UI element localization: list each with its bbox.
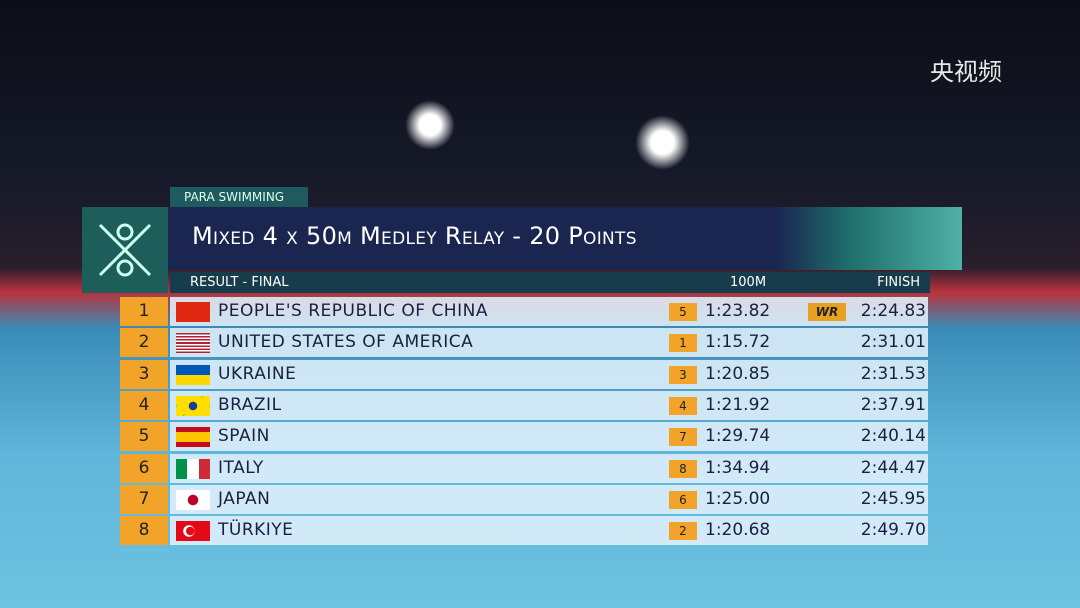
finish-time: 2:40.14	[860, 426, 926, 447]
country-name: BRAZIL	[218, 394, 282, 415]
split-rank: 2	[669, 522, 697, 541]
column-header: 100M	[730, 275, 767, 290]
country-name: JAPAN	[218, 488, 271, 509]
row-band	[170, 328, 928, 358]
split-time: 1:15.72	[705, 332, 771, 353]
country-flag	[176, 333, 210, 354]
result-row: 6 ITALY 8 1:34.94 2:44.47	[120, 453, 930, 483]
country-flag	[176, 458, 210, 479]
row-band	[170, 453, 928, 483]
country-name: UNITED STATES OF AMERICA	[218, 332, 474, 353]
split-rank: 6	[669, 490, 697, 509]
finish-time: 2:24.83	[860, 301, 926, 321]
row-band	[170, 390, 928, 420]
category-tab: PARA SWIMMING	[170, 187, 308, 207]
stadium-light	[635, 115, 690, 170]
event-title: Mixed 4 x 50m Medley Relay - 20 Points	[192, 222, 637, 250]
finish-time: 2:49.70	[860, 520, 926, 541]
country-name: SPAIN	[218, 426, 270, 447]
result-label: RESULT - FINAL	[190, 275, 289, 290]
row-band	[170, 422, 928, 452]
rank: 6	[120, 453, 168, 483]
rank: 3	[120, 359, 168, 389]
country-flag	[176, 427, 210, 448]
country-name: TÜRKIYE	[218, 520, 294, 541]
split-time: 1:20.68	[705, 520, 771, 541]
country-flag	[176, 489, 210, 510]
split-time: 1:25.00	[705, 488, 771, 509]
subheader: RESULT - FINAL 100M FINISH	[170, 272, 930, 293]
row-band	[170, 516, 928, 546]
finish-time: 2:31.53	[860, 363, 926, 384]
watermark: 央视频	[930, 58, 1002, 86]
rank: 4	[120, 390, 168, 420]
split-rank: 4	[669, 396, 697, 415]
stadium-light	[405, 100, 455, 150]
split-rank: 1	[669, 334, 697, 353]
row-band	[170, 297, 928, 326]
result-row: 5 SPAIN 7 1:29.74 2:40.14	[120, 422, 930, 452]
finish-time: 2:31.01	[860, 332, 926, 353]
sport-logo	[82, 207, 168, 293]
finish-time: 2:44.47	[860, 457, 926, 478]
split-time: 1:29.74	[705, 426, 771, 447]
split-time: 1:34.94	[705, 457, 771, 478]
rank: 5	[120, 422, 168, 452]
country-name: ITALY	[218, 457, 264, 478]
record-badge: WR	[808, 303, 846, 321]
rank: 2	[120, 328, 168, 358]
paralympic-decoration	[775, 207, 962, 270]
row-band	[170, 484, 928, 514]
split-time: 1:20.85	[705, 363, 771, 384]
country-name: PEOPLE'S REPUBLIC OF CHINA	[218, 301, 488, 321]
result-row: 2 UNITED STATES OF AMERICA 1 1:15.72 2:31.01	[120, 328, 930, 358]
split-rank: 5	[669, 303, 697, 321]
row-band	[170, 359, 928, 389]
rank: 1	[120, 297, 168, 326]
result-row: 3 UKRAINE 3 1:20.85 2:31.53	[120, 359, 930, 389]
finish-time: 2:45.95	[860, 488, 926, 509]
result-row: 7 JAPAN 6 1:25.00 2:45.95	[120, 484, 930, 514]
country-flag	[176, 395, 210, 416]
country-flag	[176, 521, 210, 542]
result-row: 1 PEOPLE'S REPUBLIC OF CHINA 5 1:23.82 WR 2:2…	[120, 297, 930, 326]
split-rank: 3	[669, 365, 697, 384]
finish-time: 2:37.91	[860, 394, 926, 415]
column-header: FINISH	[877, 275, 920, 290]
country-name: UKRAINE	[218, 363, 297, 384]
rank: 8	[120, 516, 168, 546]
logo-icon	[98, 223, 152, 277]
country-flag	[176, 302, 210, 322]
split-rank: 8	[669, 459, 697, 478]
split-time: 1:23.82	[705, 301, 771, 321]
result-row: 4 BRAZIL 4 1:21.92 2:37.91	[120, 390, 930, 420]
country-flag	[176, 364, 210, 385]
split-time: 1:21.92	[705, 394, 771, 415]
result-row: 8 TÜRKIYE 2 1:20.68 2:49.70	[120, 516, 930, 546]
split-rank: 7	[669, 428, 697, 447]
rank: 7	[120, 484, 168, 514]
